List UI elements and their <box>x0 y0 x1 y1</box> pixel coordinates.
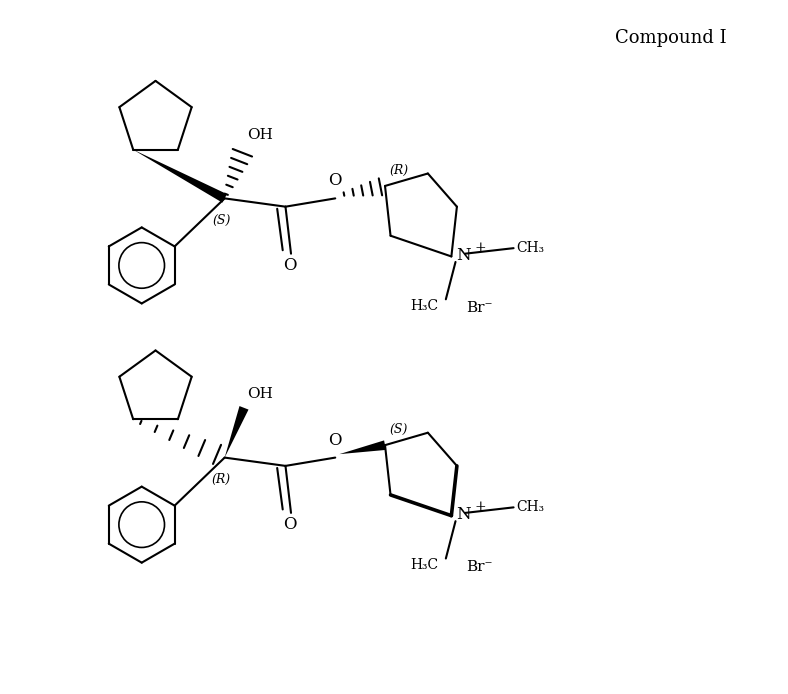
Polygon shape <box>225 406 248 457</box>
Text: (S): (S) <box>212 214 230 227</box>
Text: Br⁻: Br⁻ <box>466 301 493 315</box>
Text: (S): (S) <box>389 423 407 436</box>
Text: H₃C: H₃C <box>410 299 438 313</box>
Text: OH: OH <box>247 128 273 142</box>
Text: O: O <box>329 172 342 189</box>
Polygon shape <box>340 441 386 454</box>
Text: O: O <box>283 257 296 274</box>
Text: OH: OH <box>247 387 273 401</box>
Text: N: N <box>456 506 471 523</box>
Text: +: + <box>475 241 486 255</box>
Text: O: O <box>329 432 342 448</box>
Text: N: N <box>456 246 471 264</box>
Text: O: O <box>283 516 296 533</box>
Text: (R): (R) <box>212 473 231 486</box>
Text: Compound I: Compound I <box>615 29 727 47</box>
Text: CH₃: CH₃ <box>516 241 545 255</box>
Text: CH₃: CH₃ <box>516 500 545 514</box>
Polygon shape <box>133 150 227 203</box>
Text: Br⁻: Br⁻ <box>466 561 493 575</box>
Text: H₃C: H₃C <box>410 559 438 573</box>
Text: (R): (R) <box>389 164 408 177</box>
Text: +: + <box>475 500 486 514</box>
